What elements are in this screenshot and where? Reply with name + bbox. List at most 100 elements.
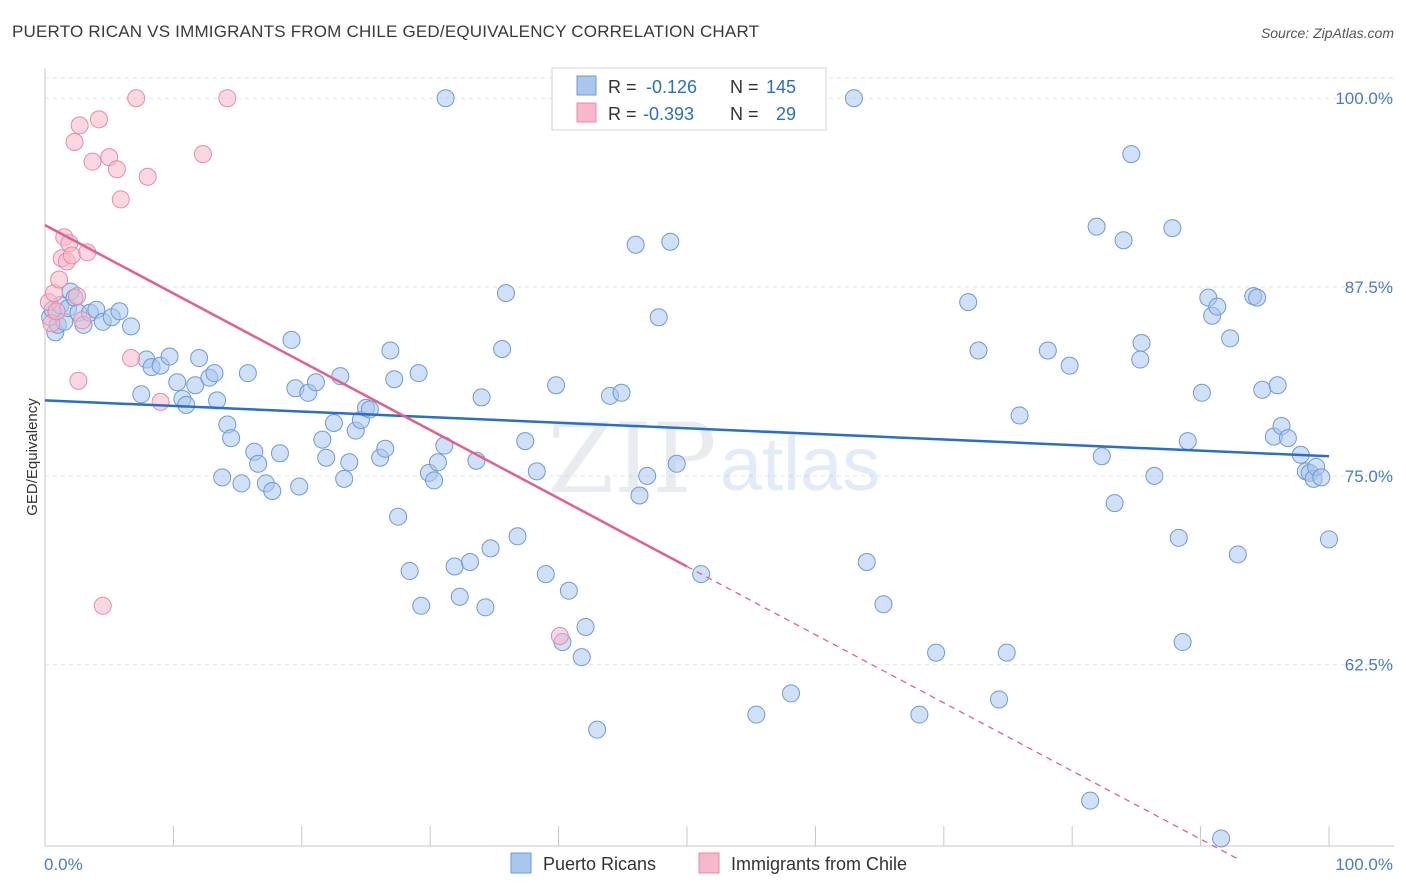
data-point-puerto-ricans [1038, 341, 1057, 360]
data-point-puerto-ricans [969, 341, 988, 360]
x-axis-ticks [44, 826, 1330, 846]
data-point-puerto-ricans [400, 562, 419, 581]
data-point-puerto-ricans [1145, 466, 1164, 485]
data-point-puerto-ricans [340, 453, 359, 472]
data-point-puerto-ricans [508, 527, 527, 546]
data-point-puerto-ricans [122, 317, 141, 336]
data-point-puerto-ricans [1131, 350, 1150, 369]
y-tick-label: 100.0% [1335, 89, 1393, 108]
data-point-puerto-ricans [450, 587, 469, 606]
data-point-puerto-ricans [461, 552, 480, 571]
stats-n-value-pink: 29 [776, 104, 796, 124]
data-point-puerto-ricans [649, 308, 668, 327]
data-point-puerto-ricans [1312, 468, 1331, 487]
chart-title: PUERTO RICAN VS IMMIGRANTS FROM CHILE GE… [12, 22, 760, 41]
data-point-puerto-ricans [874, 595, 893, 614]
y-tick-label: 87.5% [1345, 278, 1393, 297]
data-point-puerto-ricans [630, 486, 649, 505]
data-point-puerto-ricans [1092, 447, 1111, 466]
data-point-puerto-ricans [959, 293, 978, 312]
legend-swatch-puerto-ricans [510, 852, 532, 874]
data-point-puerto-ricans [612, 383, 631, 402]
data-point-puerto-ricans [990, 690, 1009, 709]
data-point-puerto-ricans [1320, 530, 1338, 549]
data-point-puerto-ricans [559, 581, 578, 600]
data-point-puerto-ricans [626, 235, 645, 254]
data-point-immigrants-from-chile [50, 270, 69, 289]
data-point-puerto-ricans [536, 565, 555, 584]
data-point-puerto-ricans [205, 364, 224, 383]
data-point-puerto-ricans [1060, 356, 1079, 375]
data-point-puerto-ricans [493, 339, 512, 358]
data-point-puerto-ricans [1208, 297, 1227, 316]
trend-line-immigrants-from-chile [44, 224, 688, 568]
data-point-puerto-ricans [496, 284, 515, 303]
data-point-puerto-ricans [385, 370, 404, 389]
data-point-puerto-ricans [376, 439, 395, 458]
data-point-puerto-ricans [1212, 829, 1231, 848]
data-point-puerto-ricans [1248, 288, 1267, 307]
data-point-puerto-ricans [282, 330, 301, 349]
data-point-puerto-ricans [270, 444, 289, 463]
y-axis-title: GED/Equivalency [24, 398, 41, 516]
data-point-puerto-ricans [306, 373, 325, 392]
data-point-puerto-ricans [844, 89, 863, 108]
legend-label-immigrants-from-chile: Immigrants from Chile [731, 854, 907, 874]
data-point-immigrants-from-chile [550, 627, 569, 646]
data-point-puerto-ricans [186, 376, 205, 395]
data-point-immigrants-from-chile [193, 145, 212, 164]
data-point-puerto-ricans [1163, 219, 1182, 238]
data-point-puerto-ricans [1192, 383, 1211, 402]
data-point-puerto-ricans [1228, 545, 1247, 564]
data-point-puerto-ricans [208, 391, 227, 410]
x-tick-label-max: 100.0% [1335, 855, 1393, 874]
data-point-puerto-ricans [782, 684, 801, 703]
stats-r-label-blue: R = [608, 77, 637, 97]
stats-r-value-pink: -0.393 [643, 104, 694, 124]
stats-n-label-pink: N = [730, 104, 759, 124]
data-point-puerto-ricans [1132, 333, 1151, 352]
data-point-puerto-ricans [213, 468, 232, 487]
data-point-immigrants-from-chile [122, 349, 141, 368]
data-point-puerto-ricans [249, 454, 268, 473]
data-point-puerto-ricans [313, 430, 332, 449]
data-point-puerto-ricans [190, 349, 209, 368]
stats-legend-box [551, 67, 827, 131]
legend-swatch-immigrants-from-chile [698, 852, 720, 874]
data-point-puerto-ricans [290, 477, 309, 496]
data-point-puerto-ricans [997, 643, 1016, 662]
data-point-puerto-ricans [110, 302, 129, 321]
y-tick-label: 62.5% [1345, 656, 1393, 675]
data-point-puerto-ricans [445, 557, 464, 576]
stats-n-value-blue: 145 [766, 77, 796, 97]
data-point-puerto-ricans [476, 598, 495, 617]
data-point-puerto-ricans [317, 448, 336, 467]
data-point-puerto-ricans [1114, 231, 1133, 250]
data-point-puerto-ricans [588, 720, 607, 739]
data-point-immigrants-from-chile [218, 89, 237, 108]
x-tick-label-min: 0.0% [44, 855, 83, 874]
data-point-puerto-ricans [1173, 633, 1192, 652]
data-point-puerto-ricans [667, 454, 686, 473]
data-point-puerto-ricans [324, 414, 343, 433]
data-point-puerto-ricans [472, 388, 491, 407]
data-point-puerto-ricans [412, 596, 431, 615]
data-point-puerto-ricans [661, 232, 680, 251]
data-point-puerto-ricans [381, 341, 400, 360]
data-point-immigrants-from-chile [93, 596, 112, 615]
stats-n-label-blue: N = [730, 77, 759, 97]
data-point-puerto-ricans [1253, 380, 1272, 399]
series-puerto-ricans [41, 89, 1338, 848]
data-point-puerto-ricans [232, 474, 251, 493]
data-point-puerto-ricans [1081, 791, 1100, 810]
data-point-puerto-ricans [1278, 429, 1297, 448]
data-point-puerto-ricans [222, 429, 241, 448]
data-point-puerto-ricans [1169, 528, 1188, 547]
data-point-puerto-ricans [857, 552, 876, 571]
data-point-puerto-ricans [428, 453, 447, 472]
trend-line-puerto-ricans [44, 399, 1330, 458]
data-point-immigrants-from-chile [107, 160, 126, 179]
stats-legend: R = -0.126 N = 145 R = -0.393 N = 29 [551, 67, 827, 131]
y-tick-label: 75.0% [1345, 467, 1393, 486]
data-point-immigrants-from-chile [89, 110, 108, 129]
